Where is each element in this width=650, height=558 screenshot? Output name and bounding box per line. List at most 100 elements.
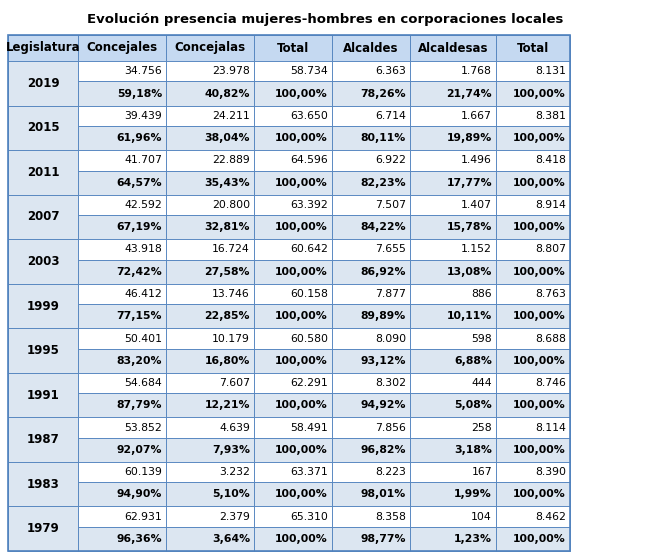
Text: 5,08%: 5,08% bbox=[454, 400, 492, 410]
Bar bbox=[78, 35, 166, 61]
Text: 16,80%: 16,80% bbox=[205, 356, 250, 366]
Bar bbox=[496, 126, 570, 150]
Bar bbox=[254, 239, 332, 259]
Text: 86,92%: 86,92% bbox=[361, 267, 406, 277]
Text: Concejalas: Concejalas bbox=[174, 41, 246, 55]
Bar bbox=[254, 393, 332, 417]
Text: 1979: 1979 bbox=[27, 522, 59, 535]
Text: 98,77%: 98,77% bbox=[361, 534, 406, 544]
Bar bbox=[410, 417, 496, 438]
Text: 53.852: 53.852 bbox=[124, 422, 162, 432]
Bar bbox=[332, 483, 410, 507]
Text: 8.302: 8.302 bbox=[375, 378, 406, 388]
Bar bbox=[254, 283, 332, 304]
Bar bbox=[8, 462, 78, 507]
Bar bbox=[410, 483, 496, 507]
Bar bbox=[166, 150, 254, 171]
Text: 7.607: 7.607 bbox=[219, 378, 250, 388]
Bar bbox=[166, 438, 254, 462]
Text: Legislatura: Legislatura bbox=[6, 41, 81, 55]
Bar bbox=[78, 171, 166, 195]
Text: 34.756: 34.756 bbox=[124, 66, 162, 76]
Text: 40,82%: 40,82% bbox=[205, 89, 250, 99]
Bar bbox=[332, 417, 410, 438]
Bar bbox=[78, 417, 166, 438]
Bar bbox=[332, 126, 410, 150]
Bar bbox=[78, 527, 166, 551]
Text: 258: 258 bbox=[471, 422, 492, 432]
Bar bbox=[332, 304, 410, 328]
Text: 100,00%: 100,00% bbox=[514, 400, 566, 410]
Bar bbox=[254, 304, 332, 328]
Bar bbox=[166, 483, 254, 507]
Bar bbox=[496, 483, 570, 507]
Bar bbox=[332, 349, 410, 373]
Text: 7.655: 7.655 bbox=[375, 244, 406, 254]
Text: 22,85%: 22,85% bbox=[205, 311, 250, 321]
Bar bbox=[410, 507, 496, 527]
Text: 42.592: 42.592 bbox=[124, 200, 162, 210]
Text: 8.381: 8.381 bbox=[535, 111, 566, 121]
Bar bbox=[410, 126, 496, 150]
Bar bbox=[496, 373, 570, 393]
Text: 62.931: 62.931 bbox=[124, 512, 162, 522]
Bar bbox=[8, 239, 78, 283]
Bar bbox=[410, 349, 496, 373]
Text: 38,04%: 38,04% bbox=[205, 133, 250, 143]
Bar bbox=[254, 126, 332, 150]
Bar bbox=[332, 35, 410, 61]
Text: 100,00%: 100,00% bbox=[275, 534, 328, 544]
Text: 100,00%: 100,00% bbox=[514, 534, 566, 544]
Bar bbox=[332, 81, 410, 105]
Bar bbox=[332, 171, 410, 195]
Bar bbox=[254, 195, 332, 215]
Bar bbox=[254, 328, 332, 349]
Text: Alcaldes: Alcaldes bbox=[343, 41, 398, 55]
Bar bbox=[410, 81, 496, 105]
Bar bbox=[78, 462, 166, 483]
Text: 8.746: 8.746 bbox=[535, 378, 566, 388]
Bar bbox=[166, 215, 254, 239]
Text: 2019: 2019 bbox=[27, 77, 59, 90]
Bar bbox=[166, 349, 254, 373]
Bar bbox=[496, 417, 570, 438]
Text: 100,00%: 100,00% bbox=[275, 89, 328, 99]
Text: 6.363: 6.363 bbox=[375, 66, 406, 76]
Bar bbox=[254, 527, 332, 551]
Bar bbox=[254, 150, 332, 171]
Bar bbox=[410, 195, 496, 215]
Text: 60.642: 60.642 bbox=[290, 244, 328, 254]
Text: 8.223: 8.223 bbox=[375, 467, 406, 477]
Bar bbox=[332, 259, 410, 283]
Bar bbox=[78, 438, 166, 462]
Text: 1.667: 1.667 bbox=[461, 111, 492, 121]
Text: 60.158: 60.158 bbox=[290, 289, 328, 299]
Bar bbox=[332, 105, 410, 126]
Bar bbox=[496, 304, 570, 328]
Bar bbox=[254, 483, 332, 507]
Text: 43.918: 43.918 bbox=[124, 244, 162, 254]
Bar bbox=[166, 373, 254, 393]
Text: 82,23%: 82,23% bbox=[360, 177, 406, 187]
Bar bbox=[166, 527, 254, 551]
Bar bbox=[254, 171, 332, 195]
Bar bbox=[8, 150, 78, 195]
Text: 3,64%: 3,64% bbox=[212, 534, 250, 544]
Text: 100,00%: 100,00% bbox=[514, 311, 566, 321]
Bar bbox=[410, 150, 496, 171]
Bar bbox=[496, 438, 570, 462]
Bar bbox=[410, 462, 496, 483]
Text: 100,00%: 100,00% bbox=[275, 177, 328, 187]
Bar bbox=[166, 393, 254, 417]
Text: 6.714: 6.714 bbox=[375, 111, 406, 121]
Text: 3.232: 3.232 bbox=[219, 467, 250, 477]
Text: 1,99%: 1,99% bbox=[454, 489, 492, 499]
Bar bbox=[78, 393, 166, 417]
Bar bbox=[496, 527, 570, 551]
Bar bbox=[78, 328, 166, 349]
Bar bbox=[410, 35, 496, 61]
Text: 100,00%: 100,00% bbox=[514, 445, 566, 455]
Bar bbox=[166, 283, 254, 304]
Text: 60.580: 60.580 bbox=[290, 334, 328, 344]
Text: 63.371: 63.371 bbox=[291, 467, 328, 477]
